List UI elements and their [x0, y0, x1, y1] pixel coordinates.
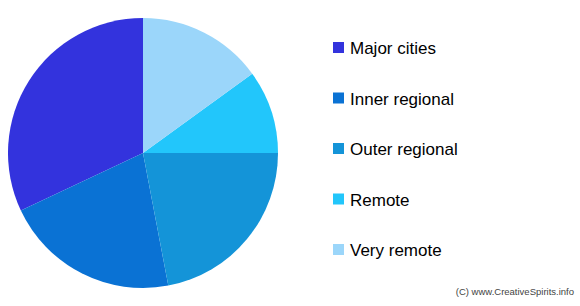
- legend-swatch: [333, 93, 344, 104]
- annotation: (C) www.CreativeSpirits.info: [456, 286, 574, 297]
- pie: [8, 18, 278, 288]
- legend-swatch: [333, 194, 344, 205]
- legend-label: Inner regional: [350, 90, 454, 109]
- pie-slice: [143, 153, 278, 286]
- legend-swatch: [333, 42, 344, 53]
- pie-slice: [21, 153, 168, 288]
- legend-swatch: [333, 143, 344, 154]
- legend-label: Remote: [350, 191, 410, 210]
- legend: Major cities Inner regional Outer regional…: [333, 39, 458, 260]
- pie-slice: [143, 18, 252, 153]
- chart: Major cities Inner regional Outer regional…: [0, 0, 580, 306]
- legend-label: Major cities: [350, 39, 436, 58]
- legend-label: Outer regional: [350, 140, 458, 159]
- legend-label: Very remote: [350, 241, 442, 260]
- legend-swatch: [333, 244, 344, 255]
